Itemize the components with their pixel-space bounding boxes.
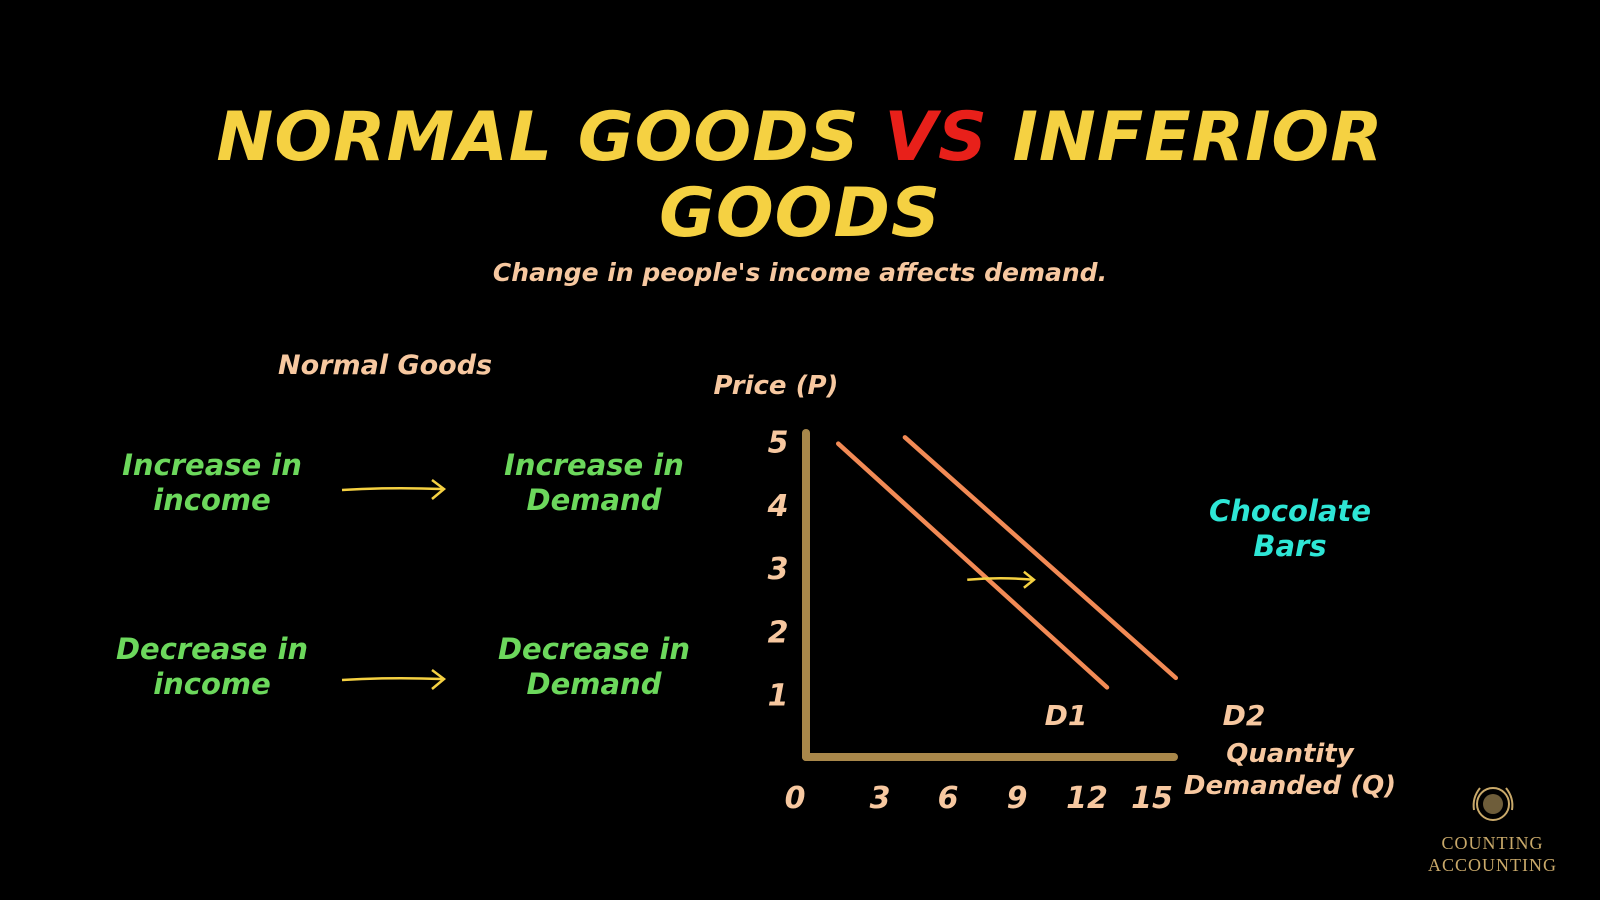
logo-line2: ACCOUNTING [1428,855,1557,875]
effect-line: Demand [526,667,662,701]
y-axis-label: Price (P) [714,371,839,401]
title-inferior: INFERIOR [1012,98,1384,177]
right-arrow-icon [341,479,447,500]
x-tick-label: 0 [785,781,806,816]
cause-decrease-income: Decrease in income [92,632,332,702]
cause-increase-income: Increase in income [92,448,332,518]
x-tick-label: 3 [870,781,891,816]
x-tick-label: 9 [1007,781,1028,816]
product-label-line: Chocolate [1208,494,1371,528]
effect-line: Decrease in [497,632,691,666]
y-tick-label: 3 [768,552,789,587]
shift-arrow [967,577,1035,582]
right-arrow-icon [341,669,447,690]
product-label: Chocolate Bars [1185,494,1395,564]
product-label-line: Bars [1253,529,1327,563]
cause-line: Decrease in [115,632,309,666]
laurel-coin-icon [1472,787,1513,821]
y-tick-label: 5 [768,426,789,461]
effect-increase-demand: Increase in Demand [474,448,714,518]
y-tick-label: 1 [768,679,789,714]
subtitle: Change in people's income affects demand… [492,258,1108,287]
shift-arrow-head [1023,570,1036,589]
page-title-line1: NORMAL GOODS VS INFERIOR [0,102,1600,174]
y-tick-label: 4 [767,489,789,524]
x-axis-label: Demanded (Q) [1184,771,1396,801]
title-normal-goods: NORMAL GOODS [216,98,860,177]
x-tick-label: 6 [938,781,959,816]
title-vs: VS [884,98,988,177]
page-title-line2: GOODS [659,174,941,253]
section-heading: Normal Goods [278,350,493,381]
series-label-d1: D1 [1045,699,1088,732]
demand-curve-d1 [836,441,1110,690]
y-tick-label: 2 [768,615,789,650]
cause-line: Increase in [122,448,302,482]
effect-line: Increase in [504,448,684,482]
series-label-d2: D2 [1223,699,1266,732]
logo-line1: COUNTING [1441,833,1544,853]
brand-logo: COUNTING ACCOUNTING [1400,780,1585,876]
cause-line: income [153,667,271,701]
demand-curve-d2 [902,435,1179,681]
effect-decrease-demand: Decrease in Demand [474,632,714,702]
effect-line: Demand [526,483,662,517]
x-tick-label: 15 [1131,781,1173,816]
x-axis-label: Quantity [1226,739,1354,769]
x-tick-label: 12 [1066,781,1108,816]
cause-line: income [153,483,271,517]
